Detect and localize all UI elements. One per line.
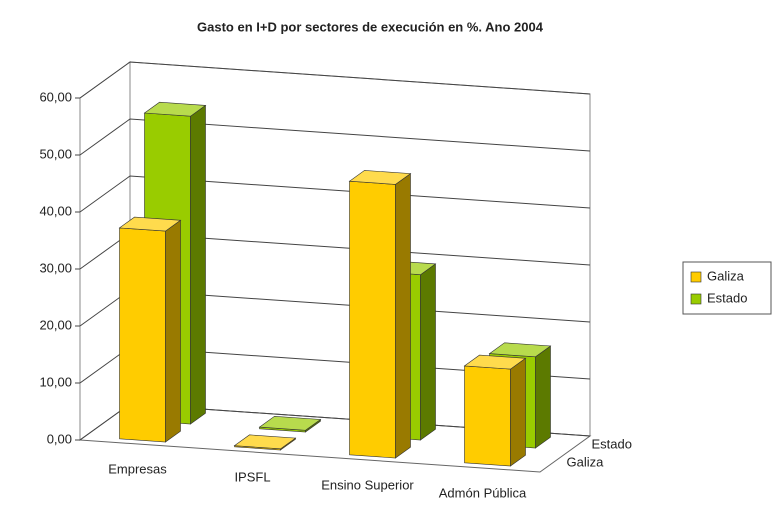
legend-label: Galiza	[707, 268, 745, 283]
grid-line	[79, 118, 591, 156]
depth-label: Galiza	[567, 454, 605, 469]
y-tick-label: 50,00	[39, 146, 72, 161]
chart-title: Gasto en I+D por sectores de execución e…	[197, 19, 544, 34]
legend-swatch	[690, 293, 702, 305]
bar-top	[463, 354, 527, 370]
bar-side	[395, 173, 411, 459]
bar-side	[420, 263, 436, 441]
y-tick-label: 40,00	[39, 203, 72, 218]
bar-top	[143, 101, 207, 117]
y-tick-label: 30,00	[39, 260, 72, 275]
y-tick-label: 60,00	[39, 89, 72, 104]
bar	[118, 216, 182, 443]
bar-side	[190, 104, 206, 425]
y-tick-label: 10,00	[39, 374, 72, 389]
y-tick-label: 0,00	[47, 431, 72, 446]
bar	[463, 354, 527, 467]
bar	[348, 170, 412, 459]
bar-top	[348, 170, 412, 185]
bar-side	[510, 357, 526, 467]
bar	[233, 434, 297, 451]
bar-top	[488, 342, 552, 358]
bar-front	[464, 365, 511, 467]
legend-label: Estado	[707, 290, 747, 305]
y-tick-label: 20,00	[39, 317, 72, 332]
bar-top	[233, 434, 297, 450]
x-tick-label: Admón Pública	[439, 485, 527, 500]
bar-top	[118, 216, 182, 232]
bar-front	[119, 227, 166, 443]
legend-swatch	[690, 271, 702, 283]
legend-box	[682, 261, 772, 315]
grid-line	[79, 61, 591, 99]
bar	[258, 415, 322, 433]
bar-top	[258, 415, 322, 431]
bar-side	[535, 345, 551, 449]
bar-side	[165, 219, 181, 443]
grid-line	[79, 175, 591, 213]
x-tick-label: IPSFL	[234, 469, 270, 484]
x-tick-label: Ensino Superior	[321, 477, 414, 492]
x-tick-label: Empresas	[108, 461, 167, 476]
bar-front	[349, 180, 396, 459]
depth-label: Estado	[592, 436, 632, 451]
